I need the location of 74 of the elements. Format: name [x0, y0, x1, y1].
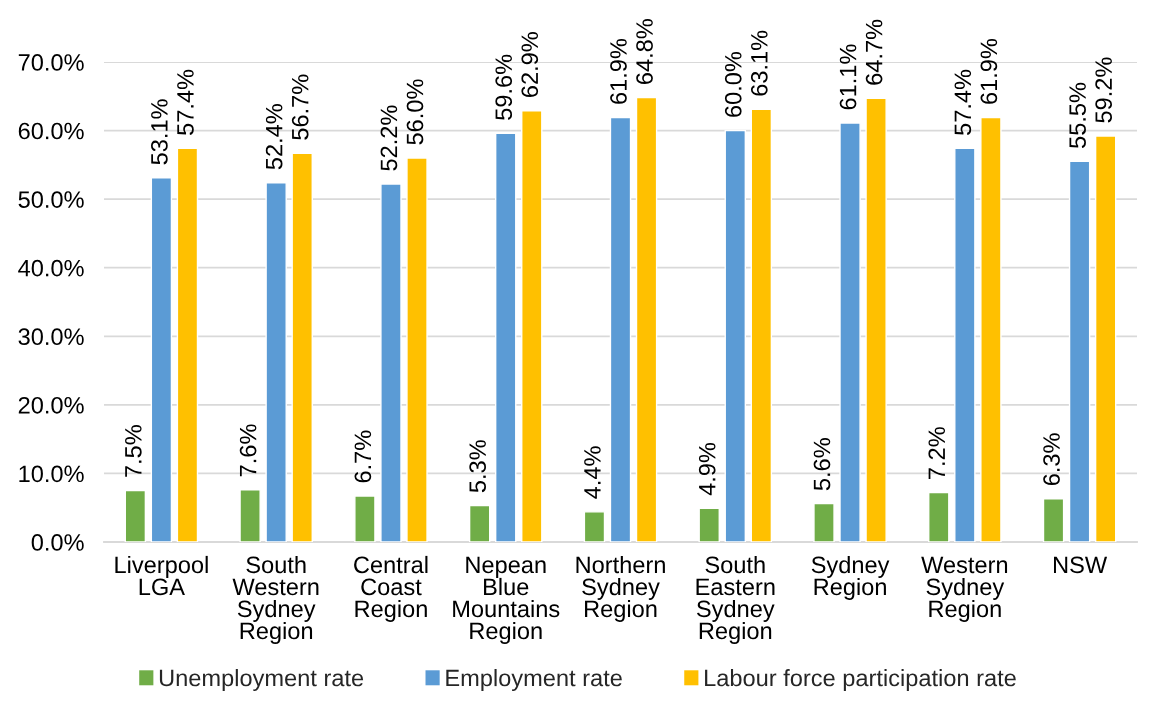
bar: [750, 108, 773, 542]
x-tick-label: Nepean Blue Mountains Region: [453, 556, 560, 644]
data-label: 4.9%: [698, 442, 716, 496]
x-tick-label: Liverpool LGA: [115, 555, 208, 596]
y-tick-label: 20.0%: [18, 396, 84, 414]
bar: [239, 489, 261, 542]
bar: [928, 491, 950, 542]
bar: [291, 152, 313, 542]
bar: [176, 147, 199, 542]
bar: [813, 502, 835, 542]
y-tick-label: 30.0%: [18, 328, 84, 346]
bar: [265, 181, 287, 542]
data-label: 56.0%: [406, 79, 424, 145]
bar: [609, 116, 632, 542]
data-label: 52.2%: [380, 105, 398, 171]
bar: [380, 183, 402, 542]
data-label: 5.3%: [469, 440, 487, 493]
data-label: 60.0%: [724, 51, 742, 117]
data-label: 7.2%: [928, 427, 946, 479]
data-label: 64.8%: [636, 19, 653, 84]
bar: [865, 97, 887, 542]
bar: [1042, 498, 1065, 542]
data-label: 6.3%: [1043, 433, 1060, 486]
data-label: 62.9%: [521, 32, 539, 97]
x-tick-label: Northern Sydney Region: [576, 555, 665, 622]
data-label: 7.6%: [239, 424, 257, 477]
y-tick-label: 10.0%: [19, 465, 84, 483]
data-label: 61.1%: [839, 44, 857, 110]
x-tick-label: South Eastern Sydney Region: [696, 555, 775, 644]
data-label: 61.9%: [610, 38, 627, 104]
data-label: 55.5%: [1069, 82, 1086, 148]
data-label: 53.1%: [151, 99, 168, 165]
bar: [583, 511, 606, 542]
data-label: 56.7%: [291, 74, 309, 140]
data-label: 59.6%: [495, 54, 513, 120]
bar: [1068, 160, 1091, 542]
data-label: 57.4%: [177, 69, 194, 135]
bar: [635, 96, 658, 542]
x-tick-label: South Western Sydney Region: [232, 555, 319, 644]
data-label: 4.4%: [584, 446, 601, 499]
bar: [954, 147, 976, 542]
data-label: 6.7%: [354, 430, 372, 483]
bar: [468, 504, 491, 542]
data-label: 64.7%: [865, 19, 883, 85]
bar: [839, 122, 861, 542]
y-tick-label: 0.0%: [31, 534, 84, 551]
bar: [521, 109, 543, 542]
bar: [354, 495, 376, 542]
data-label: 7.5%: [125, 425, 142, 477]
bar: [150, 177, 173, 542]
data-label: 52.4%: [265, 104, 283, 170]
y-tick-label: 40.0%: [18, 259, 84, 277]
data-label: 57.4%: [954, 69, 972, 135]
x-tick-label: Central Coast Region: [354, 555, 428, 622]
y-tick-label: 60.0%: [18, 122, 84, 140]
data-label: 59.2%: [1095, 57, 1112, 123]
data-label: 5.6%: [813, 438, 831, 491]
bar: [1094, 135, 1117, 542]
bar: [406, 157, 428, 542]
x-tick-label: Western Sydney Region: [921, 556, 1008, 622]
y-tick-label: 50.0%: [18, 191, 84, 208]
x-tick-label: Sydney Region: [811, 555, 890, 600]
legend-label: Labour force participation rate: [705, 669, 1016, 692]
data-label: 61.9%: [980, 38, 998, 104]
bar: [980, 116, 1002, 542]
legend-label: Unemployment rate: [159, 669, 364, 692]
bar: [698, 507, 720, 542]
data-label: 63.1%: [750, 30, 768, 96]
bar: [724, 129, 747, 542]
bar: [494, 132, 517, 542]
x-tick-label: NSW: [1054, 556, 1108, 574]
legend-label: Employment rate: [446, 669, 622, 692]
bar: [124, 489, 147, 542]
y-tick-label: 70.0%: [18, 54, 84, 71]
